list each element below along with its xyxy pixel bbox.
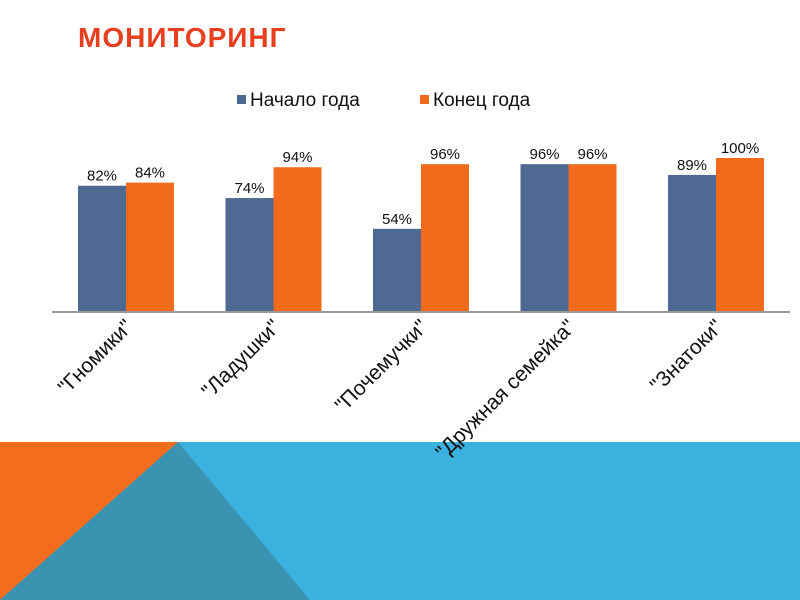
data-label: 100% [721,140,759,157]
chart-legend: Начало года Конец года [237,90,531,111]
bar-end [421,164,469,312]
deco-teal-triangle [0,442,310,600]
category-label: "Знатоки" [646,315,728,397]
bar-end [716,158,764,312]
legend-label: Конец года [433,90,531,111]
slide-title: МОНИТОРИНГ [78,22,287,53]
bar-end [126,182,174,312]
data-label: 96% [577,146,607,163]
legend-swatch [420,95,429,104]
data-label: 94% [282,149,312,166]
bar-start [668,174,716,312]
bar-end [568,164,617,312]
bars: 82% 84% 74% 94% 54% 96% 96% 96% 89% 100% [78,140,764,312]
bar-start [520,164,569,312]
category-label: "Гномики" [54,315,138,399]
category-labels: "Гномики" "Ладушки" "Почемучки""Дружная се… [54,315,728,464]
category-label: "Почемучки" [331,315,433,417]
bar-start [225,198,274,312]
bar-start [373,228,421,312]
data-label: 84% [135,165,165,182]
category-label: "Ладушки" [197,315,285,403]
bar-end [273,167,322,312]
data-label: 82% [87,168,117,185]
legend-label: Начало года [250,90,360,111]
data-label: 96% [430,146,460,163]
data-label: 54% [382,211,412,228]
data-label: 74% [234,180,264,197]
legend-swatch [237,95,246,104]
bar-start [78,185,126,312]
data-label: 89% [677,157,707,174]
data-label: 96% [529,146,559,163]
category-label: "Дружная семейка" [431,315,580,464]
